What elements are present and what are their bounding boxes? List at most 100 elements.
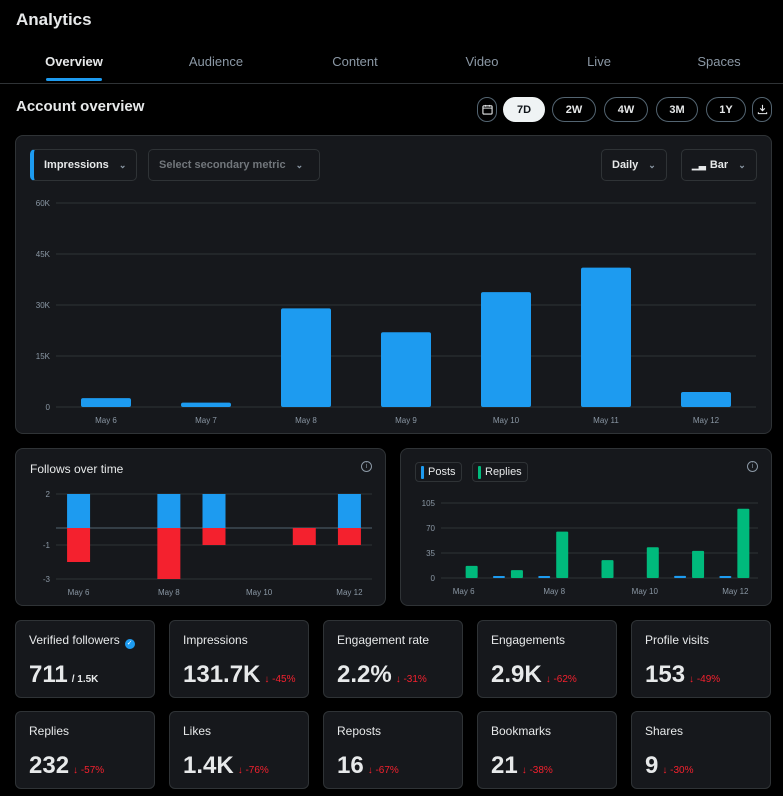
y-tick-label: 15K [36,352,51,361]
chart-type-dropdown[interactable]: ▁▃ Bar ⌄ [681,149,757,181]
chevron-down-icon: ⌄ [648,159,656,170]
impressions-bar[interactable] [281,308,331,407]
replies-bar[interactable] [601,560,614,578]
range-3m-button[interactable]: 3M [656,97,698,122]
unfollows-bar[interactable] [292,528,316,545]
posts-replies-bar-chart: 105 70 35 0 May 6 May 8 May 10 May 12 [422,499,758,596]
posts-bar[interactable] [538,576,551,578]
metric-card-reposts[interactable]: Reposts 16 ↓ -67% [323,711,463,789]
info-icon[interactable]: i [361,461,372,472]
secondary-metric-dropdown[interactable]: Select secondary metric ⌄ [148,149,320,181]
follows-bar[interactable] [202,494,226,528]
metric-number: 1.4K [183,752,234,779]
primary-metric-dropdown[interactable]: Impressions ⌄ [30,149,138,181]
x-tick-label: May 10 [246,588,273,597]
chevron-down-icon: ⌄ [118,159,127,170]
legend-replies[interactable]: Replies [472,462,528,482]
impressions-bar[interactable] [681,392,731,407]
unfollows-bar[interactable] [202,528,226,545]
tab-overview[interactable]: Overview [45,54,103,69]
metric-value: 21 ↓ -38% [491,752,553,780]
metric-change: ↓ -30% [662,765,694,776]
metric-card-verified-followers[interactable]: Verified followers ✓ 711/ 1.5K [15,620,155,698]
metric-card-likes[interactable]: Likes 1.4K ↓ -76% [169,711,309,789]
tab-bar: Overview Audience Content Video Live Spa… [0,40,783,84]
metric-value: 131.7K ↓ -45% [183,661,296,689]
posts-bar[interactable] [674,575,687,578]
y-tick-label: 0 [46,403,51,412]
metric-label: Verified followers ✓ [29,633,135,649]
page-title: Analytics [16,10,92,29]
metric-card-engagement-rate[interactable]: Engagement rate 2.2% ↓ -31% [323,620,463,698]
follows-bar-chart: 2 -1 -3 May 6 May 8 May 10 May 12 [43,490,372,597]
granularity-label: Daily [612,159,639,171]
follows-chart-title: Follows over time [30,462,124,476]
posts-replies-panel: Posts Replies i 105 70 35 0 May 6 May 8 May 10… [400,448,772,606]
tab-live[interactable]: Live [587,54,611,69]
legend-posts-label: Posts [428,466,456,478]
metric-number: 711 [29,661,68,688]
calendar-button[interactable] [477,97,497,122]
replies-bar[interactable] [646,547,659,578]
replies-bar[interactable] [692,550,705,578]
unfollows-bar[interactable] [337,528,361,545]
metric-card-impressions[interactable]: Impressions 131.7K ↓ -45% [169,620,309,698]
tab-content[interactable]: Content [332,54,378,69]
metric-number: 232 [29,752,70,779]
replies-bar[interactable] [465,565,478,578]
metric-value: 153 ↓ -49% [645,661,720,689]
legend-posts[interactable]: Posts [415,462,462,482]
impressions-bar[interactable] [181,402,231,407]
tab-video[interactable]: Video [465,54,499,69]
y-tick-label: 105 [422,499,436,508]
x-tick-label: May 10 [632,587,659,596]
follows-bar[interactable] [67,494,91,528]
metric-label: Shares [645,724,684,738]
replies-bar[interactable] [737,508,750,578]
replies-bar[interactable] [556,531,569,578]
metric-number: 9 [645,752,659,779]
granularity-dropdown[interactable]: Daily ⌄ [601,149,667,181]
metric-change: ↓ -76% [237,765,269,776]
replies-bar[interactable] [510,570,523,578]
x-tick-label: May 7 [195,416,217,425]
follows-bar[interactable] [337,494,361,528]
tab-spaces[interactable]: Spaces [697,54,741,69]
impressions-bar[interactable] [381,332,431,407]
metric-label: Impressions [183,633,248,647]
bar-chart-icon: ▁▃ [692,159,706,170]
posts-bar[interactable] [719,576,732,578]
range-2w-button[interactable]: 2W [552,97,596,122]
range-7d-button[interactable]: 7D [503,97,545,122]
unfollows-bar[interactable] [67,528,91,562]
metric-card-shares[interactable]: Shares 9 ↓ -30% [631,711,771,789]
y-tick-label: 30K [36,301,51,310]
y-tick-label: 60K [36,199,51,208]
metric-card-bookmarks[interactable]: Bookmarks 21 ↓ -38% [477,711,617,789]
info-icon[interactable]: i [747,461,758,472]
x-tick-label: May 10 [493,416,520,425]
impressions-bar[interactable] [581,267,631,407]
x-tick-label: May 11 [593,416,619,425]
posts-bar[interactable] [492,576,505,578]
metric-label: Engagements [491,633,566,647]
metric-number: 2.9K [491,661,542,688]
unfollows-bar[interactable] [157,528,181,579]
metric-card-replies[interactable]: Replies 232 ↓ -57% [15,711,155,789]
y-tick-label: -1 [43,541,51,550]
range-4w-button[interactable]: 4W [604,97,648,122]
x-tick-label: May 8 [543,587,565,596]
download-button[interactable] [752,97,772,122]
metric-label: Bookmarks [491,724,552,738]
metric-card-profile-visits[interactable]: Profile visits 153 ↓ -49% [631,620,771,698]
range-1y-button[interactable]: 1Y [706,97,746,122]
metric-change: ↓ -57% [73,765,105,776]
x-tick-label: May 12 [722,587,749,596]
tab-audience[interactable]: Audience [188,54,244,69]
impressions-bar[interactable] [81,398,131,407]
follows-bar[interactable] [157,494,181,528]
impressions-bar[interactable] [481,292,531,407]
metric-change: ↓ -62% [545,674,577,685]
metric-number: 2.2% [337,661,392,688]
metric-card-engagements[interactable]: Engagements 2.9K ↓ -62% [477,620,617,698]
